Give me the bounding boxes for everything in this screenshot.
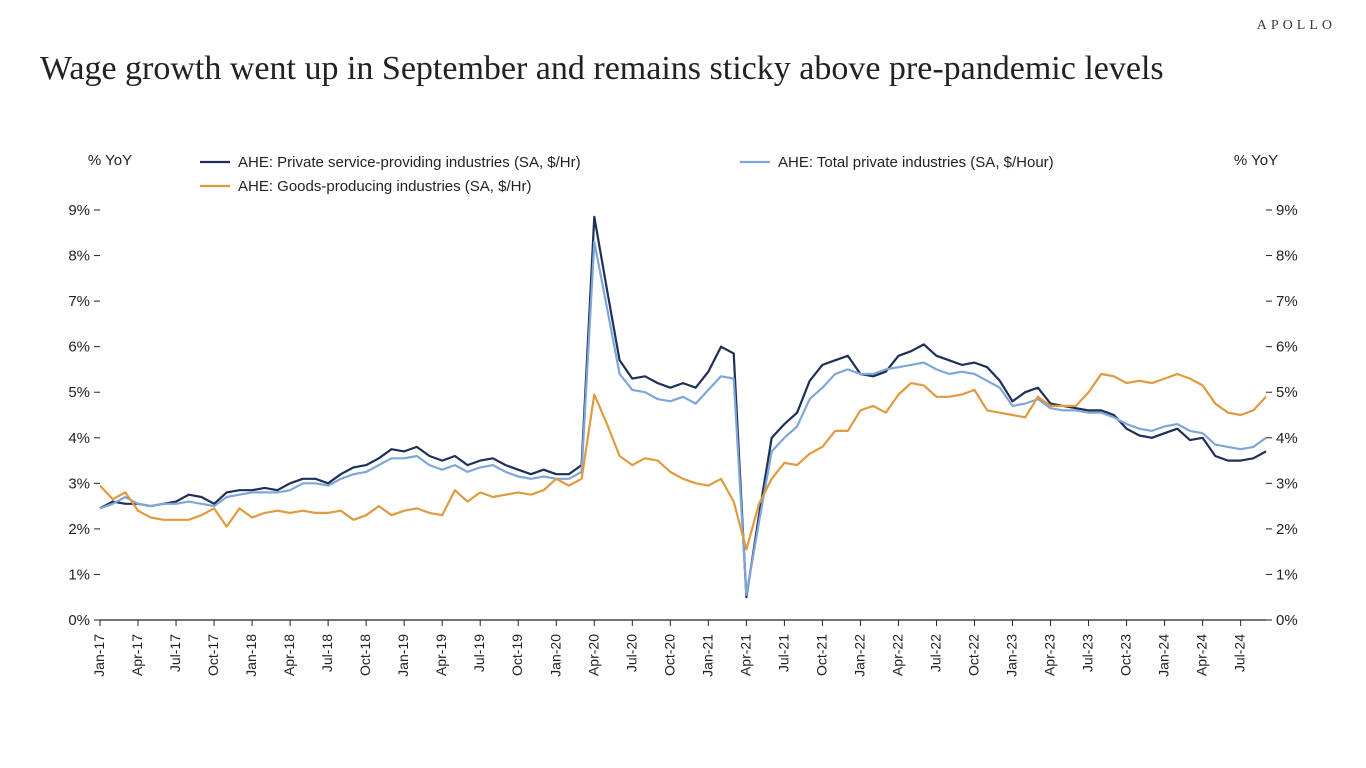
y-tick-label-right: 9% <box>1276 202 1298 219</box>
x-tick-label: Apr-23 <box>1042 634 1058 676</box>
x-tick-label: Apr-20 <box>585 634 601 676</box>
x-tick-label: Jul-19 <box>471 634 487 672</box>
legend-label: AHE: Private service-providing industrie… <box>238 154 581 171</box>
y-tick-label: 7% <box>68 293 90 310</box>
y-tick-label: 2% <box>68 521 90 538</box>
series-line-0 <box>100 217 1266 597</box>
x-tick-label: Jul-21 <box>775 634 791 672</box>
legend-label: AHE: Total private industries (SA, $/Hou… <box>778 154 1054 171</box>
wage-growth-chart: % YoY % YoY 0% 0% 1% 1% 2% 2% 3% 3% 4% 4% 5% 5% 6% 6% 7%… <box>40 140 1326 730</box>
x-tick-label: Oct-23 <box>1118 634 1134 676</box>
x-tick-label: Jul-17 <box>167 634 183 672</box>
x-tick-label: Jan-18 <box>243 634 259 677</box>
y-tick-label-right: 1% <box>1276 566 1298 583</box>
y-tick-label: 0% <box>68 612 90 629</box>
y-tick-label-right: 0% <box>1276 612 1298 629</box>
x-tick-label: Jan-22 <box>851 634 867 677</box>
x-tick-label: Jan-19 <box>395 634 411 677</box>
x-tick-label: Jul-18 <box>319 634 335 672</box>
x-tick-label: Jan-20 <box>547 634 563 677</box>
x-tick-label: Apr-22 <box>889 634 905 676</box>
y-tick-label-right: 5% <box>1276 384 1298 401</box>
y-tick-label: 8% <box>68 248 90 265</box>
x-tick-label: Apr-21 <box>737 634 753 676</box>
x-tick-label: Jan-24 <box>1156 634 1172 677</box>
x-tick-label: Oct-20 <box>661 634 677 676</box>
x-tick-label: Oct-21 <box>813 634 829 676</box>
series-line-1 <box>100 242 1266 595</box>
y-tick-label-right: 2% <box>1276 521 1298 538</box>
series-line-2 <box>100 374 1266 549</box>
y-tick-label-right: 7% <box>1276 293 1298 310</box>
y-tick-label: 4% <box>68 430 90 447</box>
y-tick-label: 6% <box>68 339 90 356</box>
x-tick-label: Oct-19 <box>509 634 525 676</box>
y-tick-label-right: 6% <box>1276 339 1298 356</box>
y-tick-label: 5% <box>68 384 90 401</box>
x-tick-label: Jul-20 <box>623 634 639 672</box>
chart-title: Wage growth went up in September and rem… <box>40 50 1164 88</box>
x-tick-label: Apr-17 <box>129 634 145 676</box>
y-tick-label-right: 4% <box>1276 430 1298 447</box>
legend: AHE: Private service-providing industrie… <box>200 154 1054 195</box>
x-tick-label: Oct-17 <box>205 634 221 676</box>
chart-svg: % YoY % YoY 0% 0% 1% 1% 2% 2% 3% 3% 4% 4% 5% 5% 6% 6% 7%… <box>40 140 1326 730</box>
x-tick-label: Apr-19 <box>433 634 449 676</box>
x-tick-label: Jul-24 <box>1232 634 1248 672</box>
brand-logo: APOLLO <box>1257 18 1336 34</box>
y-tick-label: 9% <box>68 202 90 219</box>
x-tick-label: Jan-21 <box>699 634 715 677</box>
x-tick-label: Apr-24 <box>1194 634 1210 676</box>
x-tick-label: Jul-23 <box>1080 634 1096 672</box>
y-axis-label-right: % YoY <box>1234 152 1278 169</box>
x-tick-label: Oct-22 <box>966 634 982 676</box>
x-tick-label: Jul-22 <box>927 634 943 672</box>
x-tick-label: Apr-18 <box>281 634 297 676</box>
y-tick-label-right: 8% <box>1276 248 1298 265</box>
y-axis-label-left: % YoY <box>88 152 132 169</box>
x-tick-label: Oct-18 <box>357 634 373 676</box>
y-tick-label-right: 3% <box>1276 475 1298 492</box>
x-tick-label: Jan-23 <box>1004 634 1020 677</box>
y-tick-label: 1% <box>68 566 90 583</box>
y-tick-label: 3% <box>68 475 90 492</box>
legend-label: AHE: Goods-producing industries (SA, $/H… <box>238 178 531 195</box>
x-tick-label: Jan-17 <box>91 634 107 677</box>
